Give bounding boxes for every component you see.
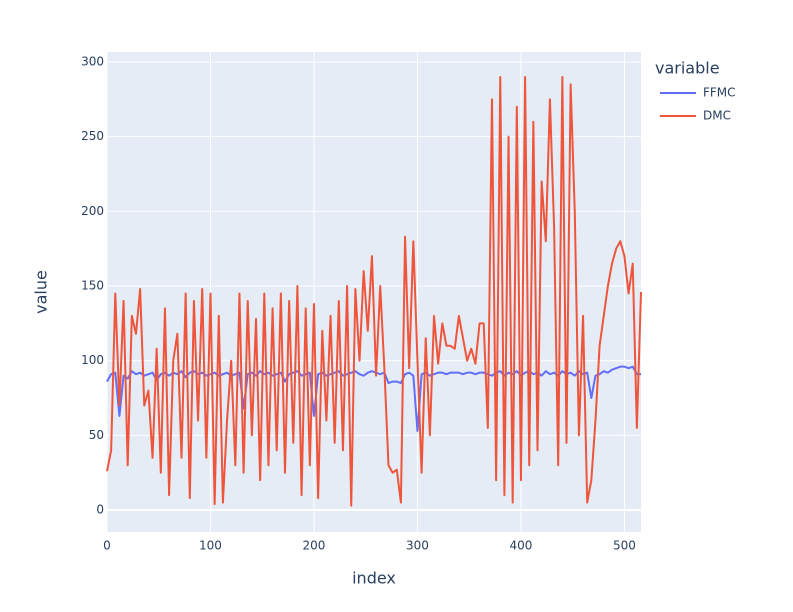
- y-tick-label: 200: [81, 204, 104, 218]
- x-axis-title: index: [352, 569, 396, 588]
- x-tick-label: 400: [510, 539, 533, 553]
- y-tick-label: 300: [81, 55, 104, 69]
- legend-title: variable: [655, 59, 720, 78]
- y-tick-label: 0: [96, 503, 104, 517]
- x-tick-label: 500: [613, 539, 636, 553]
- x-tick-label: 200: [303, 539, 326, 553]
- x-tick-label: 0: [103, 539, 111, 553]
- legend-label: DMC: [703, 109, 731, 123]
- series-line: [106, 75, 642, 507]
- y-tick-label: 100: [81, 353, 104, 367]
- x-tick-label: 300: [406, 539, 429, 553]
- y-axis-title: value: [32, 270, 51, 314]
- legend-label: FFMC: [703, 86, 736, 100]
- y-tick-label: 50: [89, 428, 104, 442]
- y-tick-label: 250: [81, 129, 104, 143]
- x-tick-label: 100: [199, 539, 222, 553]
- y-tick-label: 150: [81, 279, 104, 293]
